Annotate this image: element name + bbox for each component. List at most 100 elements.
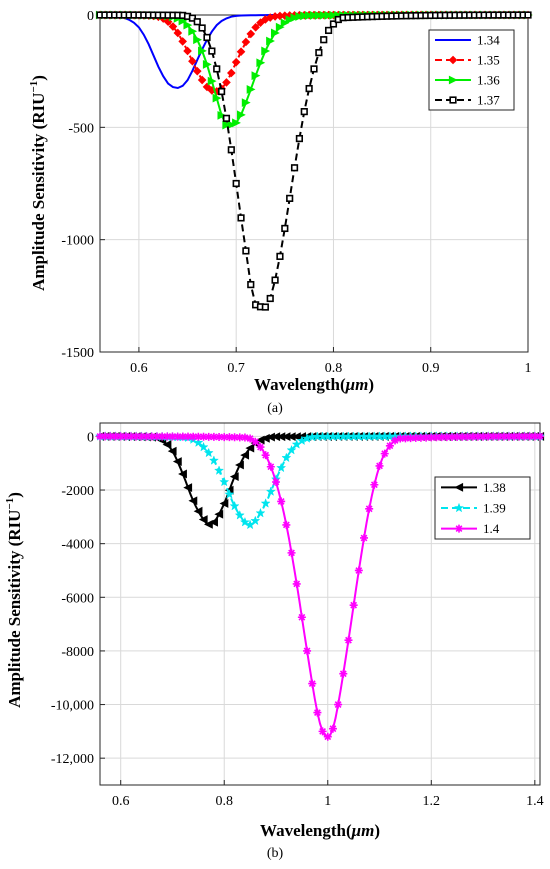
- x-tick-label: 1.4: [526, 794, 544, 809]
- legend-label: 1.37: [477, 93, 500, 108]
- series-marker: [209, 432, 218, 441]
- y-axis-label-b: Amplitude Sensitivity (RIU−1): [4, 492, 24, 708]
- series-marker: [202, 82, 212, 92]
- series-marker: [266, 36, 275, 46]
- series-marker: [285, 15, 295, 25]
- series-marker: [261, 46, 271, 56]
- series-marker: [256, 18, 265, 27]
- series-marker: [391, 436, 400, 445]
- series-marker: [281, 224, 289, 233]
- series-marker: [246, 29, 256, 39]
- series-marker: [132, 432, 141, 441]
- series-marker: [524, 11, 532, 19]
- x-tick-label: 0.8: [215, 794, 233, 809]
- legend-marker: [449, 96, 457, 104]
- series-marker: [142, 432, 151, 441]
- series-marker: [396, 434, 405, 443]
- series-marker: [411, 433, 420, 442]
- series-marker: [224, 489, 235, 499]
- series-marker: [308, 679, 317, 688]
- series-marker: [220, 433, 229, 442]
- series-marker: [319, 10, 329, 20]
- series-marker: [236, 110, 246, 120]
- series-marker: [266, 462, 275, 471]
- series-marker: [215, 433, 224, 442]
- series-marker: [184, 432, 192, 441]
- series-marker: [287, 548, 296, 557]
- series-marker: [510, 432, 519, 441]
- series-marker: [198, 24, 206, 32]
- series-marker: [328, 724, 337, 733]
- series-marker: [334, 700, 343, 709]
- legend-marker: [453, 502, 465, 513]
- series-marker: [370, 480, 379, 489]
- legend-marker: [455, 524, 463, 533]
- series-marker: [173, 28, 183, 38]
- series-marker: [111, 432, 120, 441]
- series-marker: [427, 433, 436, 442]
- series-marker: [193, 506, 203, 516]
- series-marker: [237, 214, 245, 222]
- series-marker: [222, 78, 231, 87]
- series-marker: [183, 46, 192, 56]
- series-marker: [282, 520, 291, 529]
- series-marker: [121, 432, 130, 441]
- ticks-b: 0.6 0.8 1 1.2 1.4 0 -2000 -4000 -6000 -8000 -10,00…: [51, 430, 544, 809]
- series-marker: [214, 509, 224, 519]
- legend-label: 1.34: [477, 33, 500, 48]
- series-marker: [463, 432, 472, 441]
- series-marker: [241, 37, 251, 47]
- series-marker: [297, 613, 306, 622]
- series-marker: [280, 18, 290, 28]
- y-tick-label: -4000: [61, 538, 94, 553]
- series-marker: [245, 443, 255, 453]
- series-marker: [442, 433, 451, 442]
- x-tick-label: 1: [525, 361, 532, 376]
- plot-frame-b: [99, 422, 541, 786]
- series-marker: [240, 433, 249, 442]
- series-marker: [208, 47, 216, 55]
- series-marker: [246, 434, 255, 443]
- series-marker: [525, 432, 534, 441]
- series-marker: [106, 432, 115, 441]
- series-marker: [323, 732, 332, 741]
- series-marker: [116, 432, 125, 441]
- series-marker: [213, 65, 221, 73]
- series-marker: [329, 20, 338, 28]
- series-marker: [270, 28, 280, 38]
- series-marker: [251, 437, 260, 446]
- series-marker: [286, 444, 297, 455]
- series-marker: [324, 10, 334, 20]
- x-tick-label: 1.2: [423, 794, 441, 809]
- series-marker: [198, 46, 207, 56]
- series-marker: [494, 432, 503, 441]
- series-marker: [147, 432, 156, 441]
- series-marker: [227, 68, 236, 78]
- series-marker: [188, 26, 198, 36]
- series-marker: [96, 432, 104, 441]
- series-marker: [173, 432, 182, 441]
- series-marker: [324, 26, 333, 35]
- series-marker: [360, 533, 368, 542]
- series-marker: [167, 446, 177, 456]
- series-marker: [468, 432, 477, 441]
- series-marker: [227, 120, 237, 130]
- series-marker: [197, 75, 207, 85]
- series-marker: [152, 432, 161, 441]
- series-marker: [163, 432, 172, 441]
- x-tick-label: 0.9: [422, 361, 440, 376]
- series-marker: [290, 164, 299, 172]
- x-tick-label: 0.6: [130, 361, 148, 376]
- series-marker: [178, 16, 188, 26]
- series-marker: [178, 469, 187, 479]
- series-lines-b: [94, 431, 546, 741]
- series-marker: [276, 462, 287, 473]
- y-tick-label: -6000: [61, 591, 94, 606]
- y-tick-label: -8000: [61, 645, 94, 660]
- series-marker: [300, 108, 308, 116]
- series-marker: [349, 601, 358, 610]
- series-marker: [272, 477, 280, 486]
- series-marker: [256, 443, 265, 452]
- legend-b: 1.38 1.39 1.4: [434, 476, 531, 540]
